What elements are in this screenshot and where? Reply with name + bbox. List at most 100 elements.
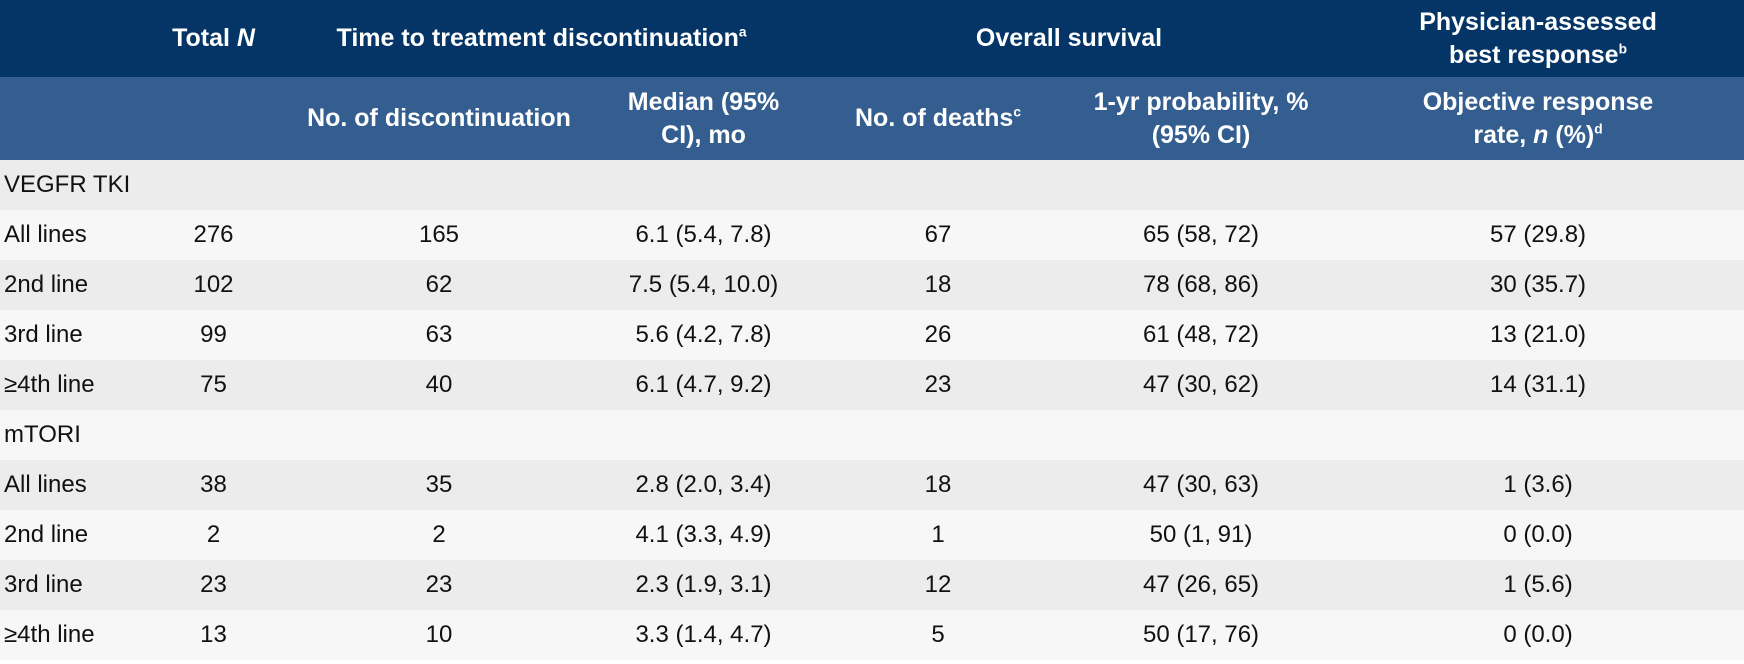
table-cell: 6.1 (4.7, 9.2) xyxy=(601,360,806,410)
table-cell: 4.1 (3.3, 4.9) xyxy=(601,510,806,560)
subheader-probability-line2: (95% CI) xyxy=(1151,120,1251,149)
row-label: ≥4th line xyxy=(0,610,150,660)
footnote-a: a xyxy=(738,24,747,40)
header-best-response: Physician-assessed best responseb xyxy=(1332,0,1744,77)
table-header: Total N Time to treatment discontinuatio… xyxy=(0,0,1744,160)
table-cell: 26 xyxy=(806,310,1070,360)
table-cell: 1 (5.6) xyxy=(1332,560,1744,610)
table-cell: 40 xyxy=(277,360,601,410)
subheader-orr-line2: rate, xyxy=(1473,120,1534,149)
table-cell: 50 (17, 76) xyxy=(1070,610,1333,660)
subheader-deaths-text: No. of deaths xyxy=(855,104,1014,133)
table-cell: 47 (26, 65) xyxy=(1070,560,1333,610)
table-cell: 10 xyxy=(277,610,601,660)
table-cell: 13 (21.0) xyxy=(1332,310,1744,360)
table-row: 3rd line 99 63 5.6 (4.2, 7.8) 26 61 (48, 72) 1… xyxy=(0,310,1744,360)
section-label: VEGFR TKI xyxy=(0,160,1744,210)
subheader-n-discontinuation: No. of discontinuation xyxy=(277,77,601,160)
subheader-blank-cell xyxy=(0,77,150,160)
row-label: 2nd line xyxy=(0,510,150,560)
header-best-response-line1: Physician-assessed xyxy=(1419,8,1657,36)
row-label: 3rd line xyxy=(0,310,150,360)
row-label: 2nd line xyxy=(0,260,150,310)
table-cell: 18 xyxy=(806,260,1070,310)
table-cell: 276 xyxy=(150,210,277,260)
table-cell: 6.1 (5.4, 7.8) xyxy=(601,210,806,260)
header-total-n-text: Total xyxy=(172,24,237,53)
table-cell: 0 (0.0) xyxy=(1332,510,1744,560)
table-row: ≥4th line 75 40 6.1 (4.7, 9.2) 23 47 (30, 62)… xyxy=(0,360,1744,410)
table-cell: 1 (3.6) xyxy=(1332,460,1744,510)
subheader-orr-italic: n xyxy=(1533,120,1549,149)
footnote-b: b xyxy=(1618,41,1627,57)
table-cell: 102 xyxy=(150,260,277,310)
table-cell: 2.8 (2.0, 3.4) xyxy=(601,460,806,510)
subheader-probability: 1-yr probability, % (95% CI) xyxy=(1070,77,1333,160)
header-ttd-text: Time to treatment discontinuation xyxy=(336,24,739,53)
table-cell: 14 (31.1) xyxy=(1332,360,1744,410)
subheader-n-discontinuation-text: No. of discontinuation xyxy=(307,104,571,133)
subheader-orr-line1: Objective response xyxy=(1422,88,1654,116)
footnote-d: d xyxy=(1594,121,1603,137)
row-label: ≥4th line xyxy=(0,360,150,410)
table-cell: 5.6 (4.2, 7.8) xyxy=(601,310,806,360)
subheader-blank-cell-2 xyxy=(150,77,277,160)
table-cell: 165 xyxy=(277,210,601,260)
table-row: All lines 38 35 2.8 (2.0, 3.4) 18 47 (30, 63)… xyxy=(0,460,1744,510)
footnote-c: c xyxy=(1013,104,1021,120)
table-cell: 63 xyxy=(277,310,601,360)
section-label: mTORI xyxy=(0,410,1744,460)
table-cell: 1 xyxy=(806,510,1070,560)
table-cell: 47 (30, 62) xyxy=(1070,360,1333,410)
subheader-deaths: No. of deathsc xyxy=(806,77,1070,160)
table-row: 2nd line 2 2 4.1 (3.3, 4.9) 1 50 (1, 91) 0 (0.… xyxy=(0,510,1744,560)
header-os-text: Overall survival xyxy=(975,24,1163,53)
table-cell: 3.3 (1.4, 4.7) xyxy=(601,610,806,660)
table-cell: 30 (35.7) xyxy=(1332,260,1744,310)
header-total-n-italic: N xyxy=(236,24,255,53)
subheader-median-text: Median (95% CI), mo xyxy=(627,88,780,149)
section-row: VEGFR TKI xyxy=(0,160,1744,210)
table-cell: 38 xyxy=(150,460,277,510)
table-cell: 67 xyxy=(806,210,1070,260)
header-row-top: Total N Time to treatment discontinuatio… xyxy=(0,0,1744,77)
table-row: 2nd line 102 62 7.5 (5.4, 10.0) 18 78 (68, 86… xyxy=(0,260,1744,310)
table-cell: 12 xyxy=(806,560,1070,610)
header-blank-cell xyxy=(0,0,150,77)
subheader-probability-line1: 1-yr probability, % xyxy=(1093,88,1309,116)
row-label: All lines xyxy=(0,210,150,260)
table-cell: 62 xyxy=(277,260,601,310)
table-cell: 23 xyxy=(277,560,601,610)
table-cell: 23 xyxy=(806,360,1070,410)
header-row-sub: No. of discontinuation Median (95% CI), … xyxy=(0,77,1744,160)
table-body: VEGFR TKI All lines 276 165 6.1 (5.4, 7.8) 67… xyxy=(0,160,1744,660)
table-cell: 2 xyxy=(277,510,601,560)
table-cell: 23 xyxy=(150,560,277,610)
table-cell: 78 (68, 86) xyxy=(1070,260,1333,310)
table-cell: 61 (48, 72) xyxy=(1070,310,1333,360)
table-cell: 47 (30, 63) xyxy=(1070,460,1333,510)
table-cell: 13 xyxy=(150,610,277,660)
header-overall-survival: Overall survival xyxy=(806,0,1333,77)
table-cell: 99 xyxy=(150,310,277,360)
table-row: All lines 276 165 6.1 (5.4, 7.8) 67 65 (58, 7… xyxy=(0,210,1744,260)
table-cell: 5 xyxy=(806,610,1070,660)
subheader-orr-suffix: (%) xyxy=(1548,120,1595,149)
header-total-n: Total N xyxy=(150,0,277,77)
table-cell: 7.5 (5.4, 10.0) xyxy=(601,260,806,310)
table-cell: 75 xyxy=(150,360,277,410)
header-ttd: Time to treatment discontinuationa xyxy=(277,0,806,77)
header-best-response-line2: best response xyxy=(1449,40,1619,69)
table-cell: 0 (0.0) xyxy=(1332,610,1744,660)
table-cell: 57 (29.8) xyxy=(1332,210,1744,260)
table-cell: 18 xyxy=(806,460,1070,510)
table-row: ≥4th line 13 10 3.3 (1.4, 4.7) 5 50 (17, 76) 0… xyxy=(0,610,1744,660)
row-label: 3rd line xyxy=(0,560,150,610)
table-cell: 50 (1, 91) xyxy=(1070,510,1333,560)
table-cell: 35 xyxy=(277,460,601,510)
table-row: 3rd line 23 23 2.3 (1.9, 3.1) 12 47 (26, 65) 1… xyxy=(0,560,1744,610)
row-label: All lines xyxy=(0,460,150,510)
table-cell: 65 (58, 72) xyxy=(1070,210,1333,260)
subheader-orr: Objective response rate, n (%)d xyxy=(1332,77,1744,160)
